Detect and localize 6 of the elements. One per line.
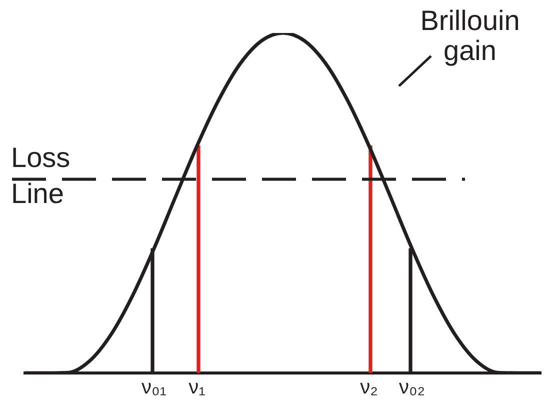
x-tick-label: ν₀₁ <box>141 376 167 399</box>
ref-line-label: Loss Line <box>11 142 70 210</box>
x-tick-label: ν₂ <box>360 376 378 399</box>
x-tick-label: ν₀₂ <box>398 376 426 399</box>
annotation: Brillouin gain <box>420 5 520 66</box>
x-tick-label: ν₁ <box>188 376 206 399</box>
